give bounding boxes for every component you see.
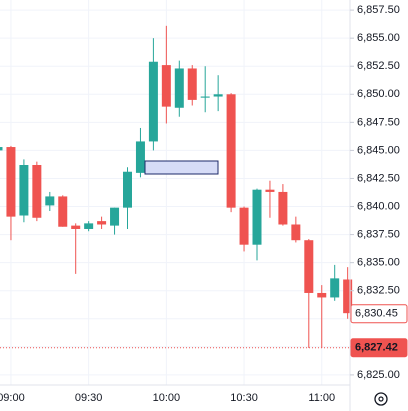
candle-body	[0, 147, 3, 151]
drawn-rectangle[interactable]	[144, 160, 219, 175]
candle-body	[32, 165, 42, 218]
settings-icon[interactable]	[374, 392, 388, 406]
candle-body	[84, 223, 94, 229]
price-label: 6,827.42	[355, 342, 398, 354]
y-tick-label: 6,845.00	[357, 144, 400, 156]
candle-body	[187, 68, 197, 100]
candle-body	[58, 196, 68, 227]
axes: 6,825.006,827.506,830.006,832.506,835.00…	[0, 4, 408, 404]
x-tick-label: 10:30	[230, 392, 258, 404]
candle-body	[278, 191, 288, 225]
candle-body	[213, 94, 223, 97]
y-tick-label: 6,850.00	[357, 88, 400, 100]
candle-body	[6, 147, 16, 217]
candle-body	[252, 189, 262, 245]
candle-body	[45, 196, 55, 206]
candle-body	[123, 171, 132, 208]
candle-body	[330, 278, 340, 298]
candle-body	[304, 240, 314, 293]
candle-body	[110, 207, 120, 226]
candle-body	[174, 68, 184, 108]
candle-body	[265, 189, 275, 192]
candle-body	[148, 61, 158, 142]
y-tick-label: 6,857.50	[357, 4, 400, 16]
price-label-box	[350, 338, 408, 358]
x-tick-label: 09:00	[0, 392, 25, 404]
candle-body	[343, 279, 353, 314]
candle-body	[19, 165, 29, 216]
y-tick-label: 6,832.50	[357, 285, 400, 297]
y-tick-label: 6,855.00	[357, 32, 400, 44]
candle-body	[161, 65, 171, 107]
candle-body	[200, 96, 210, 98]
y-tick-label: 6,852.50	[357, 60, 400, 72]
candle-body	[135, 141, 145, 173]
price-label: 6,830.45	[355, 308, 398, 320]
y-tick-label: 6,835.00	[357, 257, 400, 269]
y-tick-label: 6,825.00	[357, 369, 400, 381]
x-tick-label: 09:30	[75, 392, 103, 404]
y-tick-label: 6,842.50	[357, 172, 400, 184]
price-label-box	[350, 304, 408, 324]
y-tick-label: 6,847.50	[357, 116, 400, 128]
candles	[0, 25, 353, 348]
candle-body	[226, 94, 236, 208]
candle-body	[71, 225, 81, 229]
x-tick-label: 11:00	[308, 392, 335, 404]
candle-body	[291, 224, 301, 241]
candle-body	[239, 207, 249, 245]
candle-body	[317, 292, 327, 298]
x-tick-label: 10:00	[153, 392, 181, 404]
candle-body	[97, 221, 107, 225]
settings-icon-center	[378, 396, 384, 402]
y-tick-label: 6,840.00	[357, 200, 400, 212]
y-tick-label: 6,837.50	[357, 228, 400, 240]
